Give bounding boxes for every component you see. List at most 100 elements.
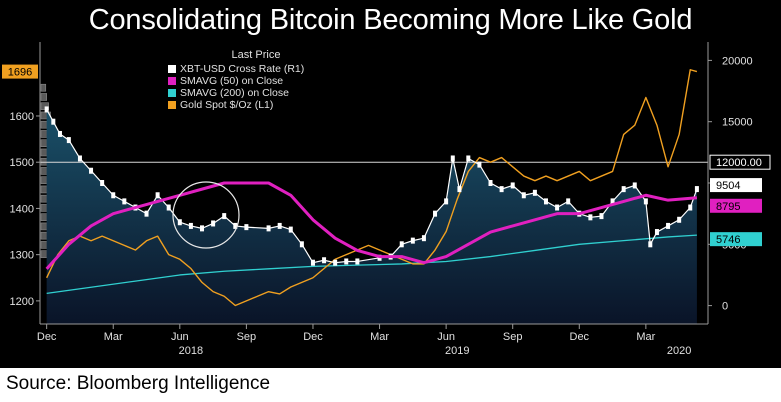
- btc-point: [177, 219, 182, 226]
- btc-point: [599, 213, 604, 220]
- legend-label: SMAVG (50) on Close: [180, 75, 283, 87]
- btc-point: [677, 216, 682, 223]
- btc-point: [266, 225, 271, 232]
- btc-point: [310, 259, 315, 266]
- series-lines: [40, 69, 708, 307]
- legend-box: [160, 46, 352, 114]
- btc-point: [144, 210, 149, 217]
- btc-point: [333, 259, 338, 266]
- x-tick-label: Jun: [437, 331, 455, 343]
- btc-point: [100, 180, 105, 186]
- btc-point: [521, 192, 526, 199]
- right-tick-label: 0: [722, 301, 728, 313]
- btc-point: [588, 214, 593, 221]
- chart-title: Consolidating Bitcoin Becoming More Like…: [0, 0, 781, 42]
- btc-point: [444, 198, 449, 205]
- btc-point: [610, 198, 615, 205]
- btc-point: [543, 198, 548, 205]
- x-tick-label: Sep: [237, 331, 257, 343]
- btc-area-fill: [46, 109, 697, 324]
- right-tick-label: 15000: [722, 117, 753, 129]
- year-label: 2019: [445, 345, 469, 357]
- btc-point: [66, 137, 71, 144]
- sma200-line: [46, 234, 697, 294]
- btc-point: [488, 180, 493, 186]
- btc-point: [694, 186, 699, 193]
- right-value-box: [709, 154, 771, 170]
- btc-point: [77, 155, 82, 162]
- btc-point: [200, 225, 205, 232]
- btc-point: [188, 222, 193, 229]
- right-value-label: 12000.00: [716, 157, 762, 169]
- btc-point: [399, 241, 404, 248]
- x-tick-label: Jun: [171, 331, 189, 343]
- btc-point: [299, 241, 304, 248]
- btc-point: [277, 222, 282, 229]
- legend-swatch: [168, 101, 176, 109]
- btc-point: [457, 186, 462, 193]
- left-tick-label: 1500: [10, 157, 34, 169]
- x-tick-label: Sep: [503, 331, 523, 343]
- btc-point: [44, 106, 49, 113]
- btc-point: [433, 210, 438, 217]
- btc-point: [421, 235, 426, 242]
- btc-point: [566, 198, 571, 205]
- volume-profile-bar: [40, 83, 47, 92]
- btc-point: [532, 189, 537, 196]
- btc-point: [89, 167, 94, 174]
- btc-point: [648, 241, 653, 248]
- btc-point: [322, 257, 327, 264]
- btc-point: [499, 186, 504, 193]
- legend-label: XBT-USD Cross Rate (R1): [180, 63, 304, 75]
- legend-label: Gold Spot $/Oz (L1): [180, 99, 273, 111]
- btc-point: [410, 237, 415, 244]
- right-value-label: 5746: [716, 234, 740, 246]
- highlight-circle: [172, 181, 240, 249]
- legend-swatch: [168, 89, 176, 97]
- right-tick-label: 20000: [722, 55, 753, 67]
- btc-point: [688, 204, 693, 211]
- btc-point: [510, 182, 515, 189]
- btc-area: [46, 109, 697, 324]
- x-tick-label: Dec: [570, 331, 590, 343]
- btc-point: [233, 222, 238, 229]
- year-label: 2018: [179, 345, 203, 357]
- legend: Last Price XBT-USD Cross Rate (R1)SMAVG (…: [160, 46, 352, 114]
- right-value-box: [710, 198, 762, 213]
- volume-profile-bar: [40, 93, 47, 101]
- chart-panel: 1200130014001500160005000100001500020000…: [0, 42, 781, 368]
- btc-point: [288, 226, 293, 233]
- gold-line: [46, 69, 698, 307]
- btc-point: [632, 182, 637, 189]
- left-tick-label: 1600: [10, 111, 34, 123]
- x-tick-label: Mar: [104, 331, 123, 343]
- x-tick-label: Mar: [370, 331, 389, 343]
- year-label: 2020: [667, 345, 691, 357]
- left-tick-label: 1200: [10, 296, 34, 308]
- btc-point: [666, 222, 671, 229]
- x-tick-label: Dec: [303, 331, 323, 343]
- btc-point: [477, 161, 482, 168]
- source-note: Source: Bloomberg Intelligence: [6, 373, 271, 394]
- gold-last-value: 1696: [8, 67, 32, 79]
- left-tick-label: 1300: [10, 250, 34, 262]
- btc-point: [654, 229, 659, 236]
- sma50-line: [45, 181, 698, 270]
- x-tick-label: Mar: [636, 331, 655, 343]
- btc-point: [155, 192, 160, 199]
- legend-swatch: [168, 77, 176, 85]
- x-tick-label: Dec: [37, 331, 57, 343]
- btc-point: [244, 224, 249, 231]
- btc-point: [222, 213, 227, 220]
- right-value-box: [710, 232, 762, 247]
- btc-point: [166, 204, 171, 211]
- chart-svg: 1200130014001500160005000100001500020000…: [0, 42, 781, 368]
- btc-point: [555, 204, 560, 211]
- btc-point: [111, 192, 116, 199]
- btc-point: [122, 198, 127, 205]
- btc-point: [466, 155, 471, 162]
- right-value-label: 8795: [716, 201, 740, 213]
- legend-title: Last Price: [232, 49, 281, 61]
- btc-point: [211, 220, 216, 227]
- btc-point: [643, 198, 648, 205]
